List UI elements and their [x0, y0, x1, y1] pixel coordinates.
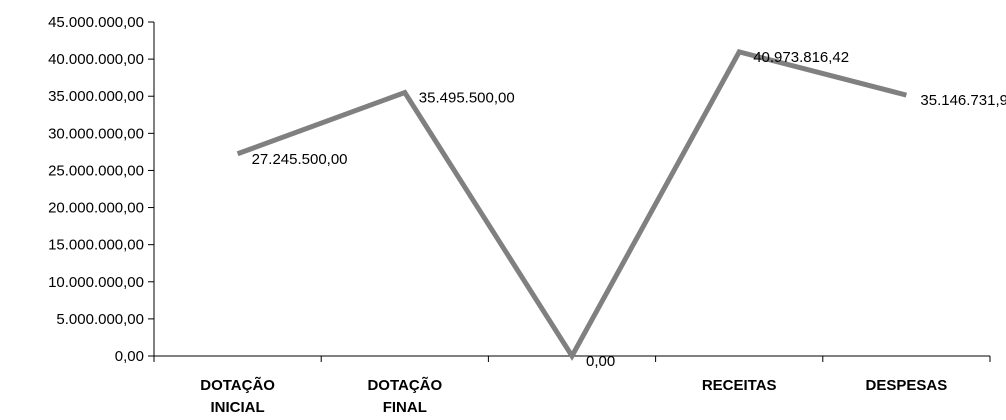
data-label: 27.245.500,00: [252, 151, 348, 168]
y-tick-label: 5.000.000,00: [56, 311, 144, 328]
x-axis: DOTAÇÃO INICIAL DOTAÇÃO FINAL RECEITAS DESPES…: [153, 355, 991, 416]
data-label: 0,00: [586, 353, 615, 370]
series: [236, 48, 908, 361]
x-tick-label: DOTAÇÃO FINAL: [367, 376, 442, 416]
data-label: 40.973.816,42: [753, 49, 849, 66]
data-label: 35.146.731,96: [920, 92, 1006, 109]
x-tick-label: DOTAÇÃO INICIAL: [200, 376, 275, 416]
y-tick-label: 45.000.000,00: [48, 14, 144, 31]
y-axis: 0,00 5.000.000,00 10.000.000,00 15.000.000,…: [48, 14, 155, 365]
x-tick-label: DESPESAS: [866, 377, 948, 394]
y-tick-label: 25.000.000,00: [48, 162, 144, 179]
y-tick-label: 35.000.000,00: [48, 88, 144, 105]
y-tick-label: 40.000.000,00: [48, 51, 144, 68]
y-tick-label: 15.000.000,00: [48, 237, 144, 254]
data-label: 35.495.500,00: [419, 90, 515, 107]
data-labels: 27.245.500,00 35.495.500,00 0,00 40.973.816…: [252, 49, 1006, 370]
y-tick-label: 20.000.000,00: [48, 200, 144, 217]
y-tick-label: 0,00: [115, 348, 144, 365]
series-line: [236, 48, 908, 361]
x-tick-label: RECEITAS: [702, 377, 777, 394]
y-tick-label: 30.000.000,00: [48, 125, 144, 142]
y-tick-label: 10.000.000,00: [48, 274, 144, 291]
